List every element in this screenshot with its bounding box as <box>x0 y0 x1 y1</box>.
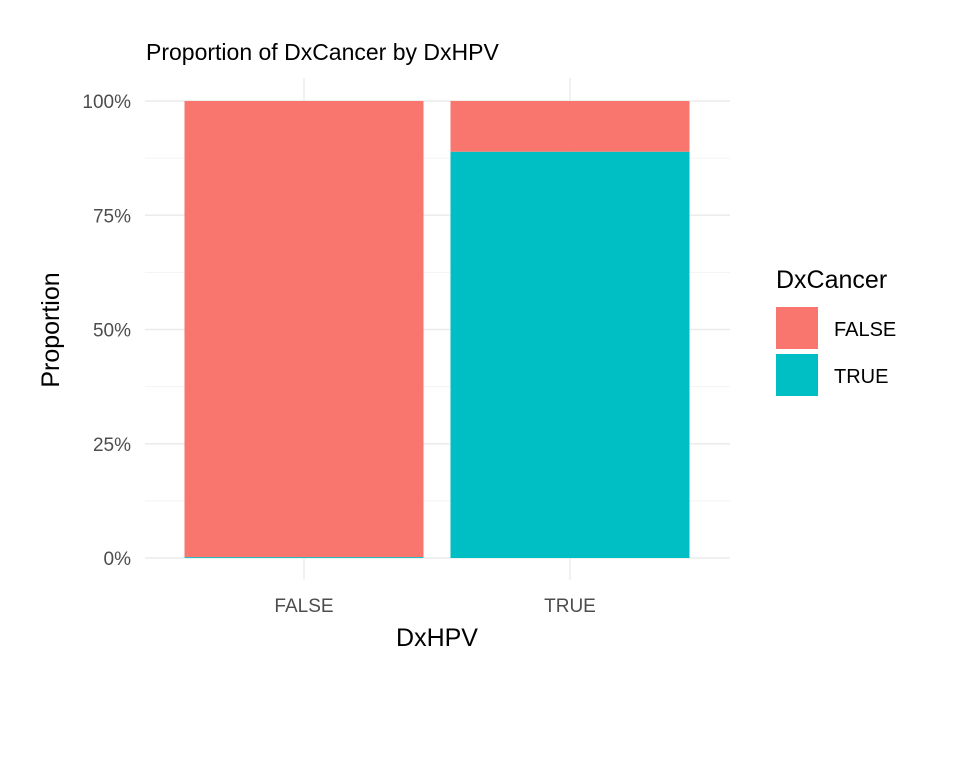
bar-true-true <box>450 151 690 559</box>
y-tick-label: 75% <box>93 206 131 227</box>
legend-title: DxCancer <box>776 266 887 294</box>
x-axis-title: DxHPV <box>396 624 478 652</box>
y-tick-labels: 0% 25% 50% 75% 100% <box>82 92 131 570</box>
y-tick-label: 25% <box>93 435 131 456</box>
legend-label-true: TRUE <box>834 366 888 388</box>
x-tick-label: TRUE <box>544 596 596 617</box>
y-tick-label: 0% <box>104 549 132 570</box>
y-tick-label: 100% <box>82 92 131 113</box>
x-tick-labels: FALSE TRUE <box>274 596 595 617</box>
bar-layer <box>184 101 690 559</box>
legend-key-true <box>776 354 818 396</box>
x-tick-label: FALSE <box>274 596 333 617</box>
y-axis-title: Proportion <box>37 272 65 387</box>
chart-title: Proportion of DxCancer by DxHPV <box>146 39 499 65</box>
bar-false-false <box>184 101 424 558</box>
bar-false-true <box>184 557 424 558</box>
legend-key-false <box>776 307 818 349</box>
legend: DxCancer FALSE TRUE <box>776 266 896 396</box>
bar-true-false <box>450 101 690 152</box>
legend-label-false: FALSE <box>834 319 896 341</box>
y-tick-label: 50% <box>93 321 131 342</box>
